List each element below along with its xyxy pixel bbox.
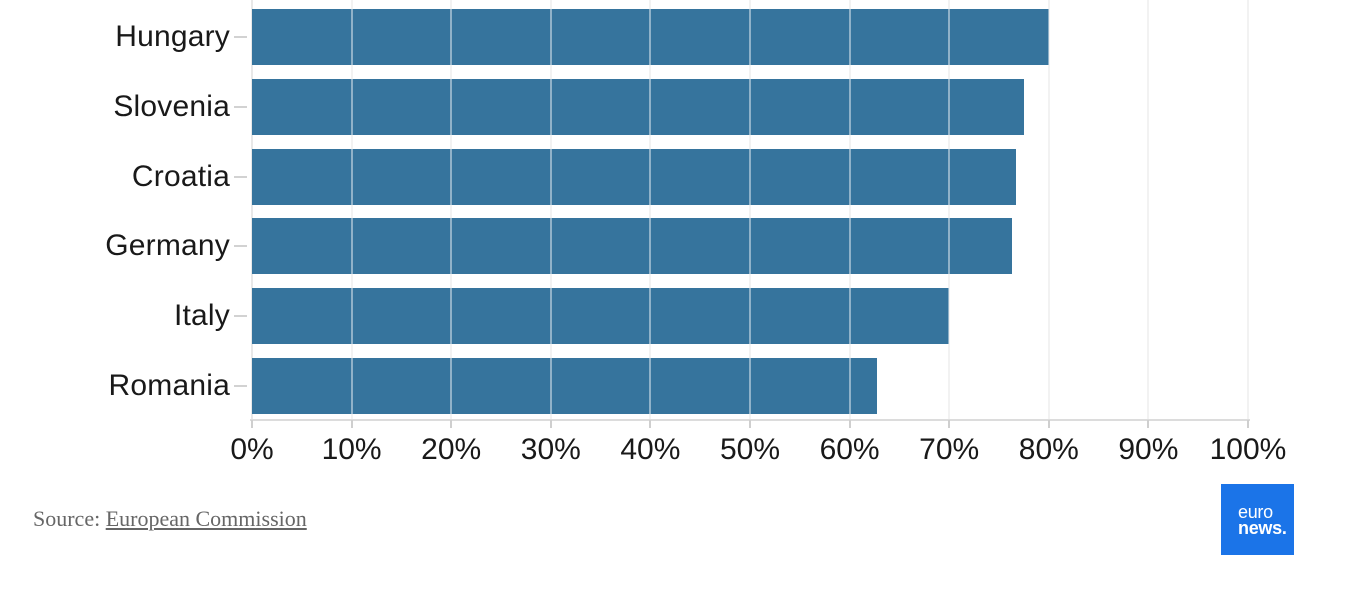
euronews-logo: euro news. (1221, 484, 1294, 555)
gridline-overlay-80% (1047, 0, 1050, 419)
x-tick-label-100%: 100% (1209, 433, 1287, 466)
logo-line1: euro (1238, 501, 1273, 522)
gridline-40% (649, 0, 652, 419)
x-tick-label-30%: 30% (520, 433, 581, 466)
x-tick-100% (1247, 420, 1249, 428)
gridline-overlay-60% (848, 0, 851, 419)
x-tick-label-20%: 20% (421, 433, 482, 466)
x-tick-label-90%: 90% (1118, 433, 1179, 466)
gridline-70% (948, 0, 951, 419)
x-tick-40% (649, 420, 652, 428)
bar-germany (252, 218, 1012, 275)
y-tick-italy (234, 315, 247, 318)
gridline-overlay-20% (450, 0, 453, 419)
x-tick-10% (350, 420, 353, 428)
x-tick-label-40%: 40% (620, 433, 681, 466)
x-tick-90% (1147, 420, 1150, 428)
gridline-50% (749, 0, 751, 419)
bar-hungary (252, 9, 1049, 65)
gridline-overlay-50% (749, 0, 751, 419)
y-tick-romania (234, 385, 247, 387)
y-tick-slovenia (234, 105, 247, 108)
source-line: Source: European Commission (33, 506, 307, 532)
bar-croatia (252, 148, 1016, 205)
gridline-60% (848, 0, 851, 419)
x-tick-label-0%: 0% (230, 433, 274, 466)
gridline-overlay-10% (350, 0, 353, 419)
x-tick-label-80%: 80% (1018, 433, 1079, 466)
y-tick-germany (234, 245, 247, 248)
bar-chart-plot: Hungary Slovenia Croatia Germany Italy Romani… (105, 0, 1286, 466)
gridline-overlay-100% (1247, 0, 1249, 419)
gridline-80% (1047, 0, 1050, 419)
y-tick-hungary (234, 36, 247, 38)
x-tick-0% (251, 420, 253, 428)
gridline-0% (251, 0, 253, 419)
y-tick-croatia (234, 175, 247, 178)
gridline-100% (1247, 0, 1249, 419)
gridline-20% (450, 0, 453, 419)
category-label-italy: Italy (173, 299, 230, 333)
gridline-overlay-90% (1147, 0, 1150, 419)
bar-italy (252, 288, 950, 345)
category-label-romania: Romania (108, 369, 230, 402)
x-tick-60% (848, 420, 851, 428)
gridline-30% (549, 0, 552, 419)
x-tick-50% (749, 420, 751, 428)
x-tick-label-60%: 60% (819, 433, 880, 466)
source-link[interactable]: European Commission (105, 506, 307, 531)
x-tick-30% (549, 420, 552, 428)
x-tick-70% (948, 420, 951, 428)
x-tick-80% (1047, 420, 1050, 428)
category-label-slovenia: Slovenia (113, 89, 230, 123)
bar-slovenia (252, 78, 1024, 135)
logo-line2: news. (1238, 517, 1287, 538)
x-tick-20% (450, 420, 453, 428)
gridline-overlay-70% (948, 0, 951, 419)
category-label-croatia: Croatia (131, 159, 230, 193)
category-label-germany: Germany (105, 229, 230, 263)
x-tick-label-50%: 50% (719, 433, 781, 466)
category-label-hungary: Hungary (115, 20, 230, 53)
bar-romania (252, 358, 878, 414)
x-tick-label-10%: 10% (321, 433, 382, 466)
gridline-overlay-40% (649, 0, 652, 419)
gridline-overlay-30% (549, 0, 552, 419)
gridline-10% (350, 0, 353, 419)
x-tick-label-70%: 70% (919, 433, 980, 466)
gridline-90% (1147, 0, 1150, 419)
source-prefix: Source: (33, 506, 106, 531)
